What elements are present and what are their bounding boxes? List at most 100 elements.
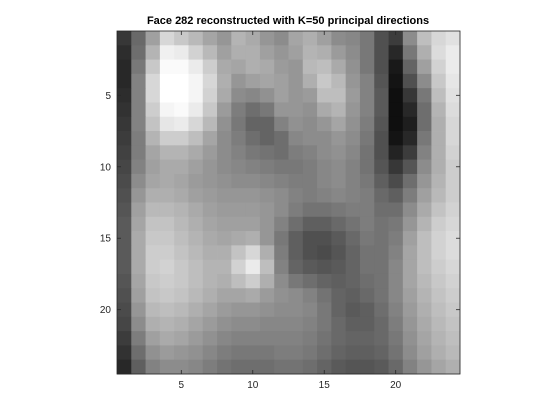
heatmap-cell <box>117 31 132 46</box>
heatmap-cell <box>374 73 389 89</box>
heatmap-cell <box>131 359 146 375</box>
heatmap-cell <box>359 202 375 218</box>
heatmap-cell <box>331 73 347 89</box>
axes-frame <box>116 30 461 375</box>
heatmap-cell <box>317 145 332 161</box>
y-tick-label: 5 <box>105 91 111 102</box>
heatmap-cell <box>274 302 289 318</box>
heatmap-cell <box>317 345 332 361</box>
heatmap-cell <box>274 345 289 361</box>
heatmap-cell <box>259 145 275 161</box>
heatmap-cell <box>117 259 132 275</box>
heatmap-cell <box>331 131 347 146</box>
heatmap-cell <box>417 173 432 189</box>
heatmap-cell <box>231 302 247 318</box>
heatmap-cell <box>174 131 189 146</box>
y-tick-label: 20 <box>100 305 112 316</box>
heatmap-cell <box>402 145 418 161</box>
heatmap-cell <box>188 216 204 232</box>
heatmap-cell <box>345 188 361 203</box>
heatmap-cell <box>245 259 261 275</box>
heatmap-cell <box>159 145 175 161</box>
heatmap-cell <box>231 316 247 332</box>
heatmap-cell <box>274 288 289 303</box>
heatmap-cell <box>359 188 375 203</box>
heatmap-cell <box>131 245 146 261</box>
heatmap-cell <box>317 173 332 189</box>
heatmap-cell <box>117 302 132 318</box>
heatmap-cell <box>217 216 232 232</box>
heatmap-cell <box>345 316 361 332</box>
heatmap-cell <box>274 102 289 118</box>
heatmap-cell <box>445 345 461 361</box>
heatmap-cell <box>117 331 132 346</box>
heatmap-cell <box>374 231 389 246</box>
heatmap-cell <box>188 273 204 289</box>
heatmap-cell <box>402 173 418 189</box>
heatmap-cell <box>317 45 332 60</box>
heatmap-cell <box>202 273 218 289</box>
heatmap-cell <box>274 359 289 375</box>
heatmap-cell <box>331 331 347 346</box>
y-tick-label: 15 <box>100 234 112 245</box>
heatmap-cell <box>302 345 318 361</box>
heatmap-cell <box>274 316 289 332</box>
heatmap-cell <box>431 302 447 318</box>
heatmap-cell <box>131 259 146 275</box>
heatmap-cell <box>259 359 275 375</box>
heatmap-cell <box>117 145 132 161</box>
heatmap-cell <box>402 231 418 246</box>
heatmap-cell <box>188 73 204 89</box>
heatmap-cell <box>159 288 175 303</box>
heatmap-cell <box>259 102 275 118</box>
heatmap-cell <box>345 259 361 275</box>
heatmap-cell <box>145 145 161 161</box>
heatmap-cell <box>174 88 189 103</box>
heatmap-cell <box>145 359 161 375</box>
heatmap-cell <box>159 131 175 146</box>
heatmap-cell <box>131 88 146 103</box>
heatmap-cell <box>174 159 189 175</box>
heatmap-cell <box>417 116 432 132</box>
heatmap-cell <box>174 188 189 203</box>
heatmap-cell <box>145 288 161 303</box>
heatmap-cell <box>259 273 275 289</box>
heatmap-cell <box>245 359 261 375</box>
heatmap-cell <box>431 231 447 246</box>
heatmap-cell <box>274 88 289 103</box>
heatmap-cell <box>431 73 447 89</box>
heatmap-cell <box>159 159 175 175</box>
heatmap-cell <box>317 316 332 332</box>
heatmap-cell <box>402 59 418 75</box>
heatmap-cell <box>231 31 247 46</box>
heatmap-cell <box>288 45 304 60</box>
heatmap-cell <box>331 245 347 261</box>
heatmap-cell <box>117 59 132 75</box>
heatmap-cell <box>317 59 332 75</box>
heatmap-cell <box>202 131 218 146</box>
chart-title: Face 282 reconstructed with K=50 princip… <box>147 15 429 27</box>
heatmap-cell <box>374 359 389 375</box>
heatmap-cell <box>359 273 375 289</box>
heatmap-cell <box>302 331 318 346</box>
heatmap-cell <box>259 159 275 175</box>
heatmap-cell <box>159 259 175 275</box>
heatmap-cell <box>331 302 347 318</box>
heatmap-cell <box>317 259 332 275</box>
heatmap-cell <box>359 316 375 332</box>
heatmap-cell <box>245 216 261 232</box>
heatmap-cell <box>117 288 132 303</box>
heatmap-cell <box>145 245 161 261</box>
heatmap-cell <box>159 116 175 132</box>
heatmap-cell <box>117 273 132 289</box>
heatmap-cell <box>302 316 318 332</box>
heatmap-cell <box>317 188 332 203</box>
heatmap-cell <box>331 59 347 75</box>
heatmap-cell <box>388 88 404 103</box>
heatmap-cell <box>445 73 461 89</box>
heatmap-cell <box>359 145 375 161</box>
heatmap-cell <box>388 359 404 375</box>
heatmap-cell <box>145 73 161 89</box>
heatmap-cell <box>345 331 361 346</box>
heatmap-cell <box>331 31 347 46</box>
